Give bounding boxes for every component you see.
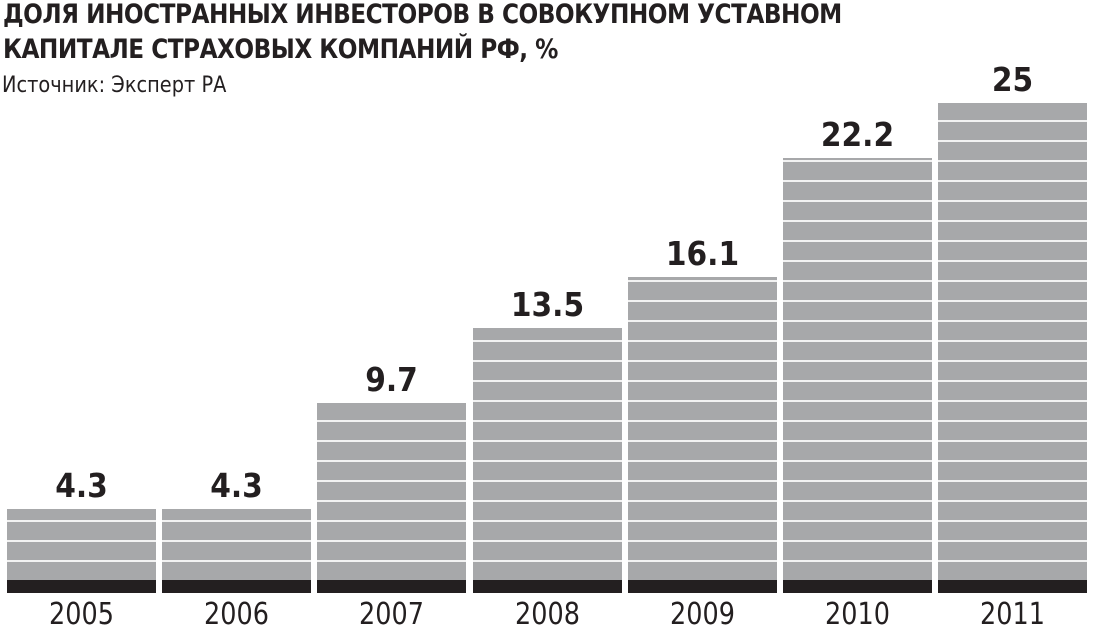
bar-group: 22.2 2010 — [783, 0, 932, 632]
bar — [7, 509, 156, 580]
bar-group: 16.1 2009 — [628, 0, 777, 632]
bar-base-band — [7, 580, 156, 593]
x-axis-tick-label: 2006 — [204, 597, 269, 632]
bar — [473, 328, 622, 580]
x-axis-tick-label: 2009 — [670, 597, 735, 632]
bar-base-band — [628, 580, 777, 593]
bar — [938, 103, 1087, 580]
bar-value-label: 9.7 — [365, 360, 418, 399]
bar — [783, 158, 932, 580]
bar — [317, 403, 466, 580]
chart-title-line-1: ДОЛЯ ИНОСТРАННЫХ ИНВЕСТОРОВ В СОВОКУПНОМ… — [3, 0, 842, 30]
bar-group: 13.5 2008 — [473, 0, 622, 632]
x-axis-tick-label: 2008 — [515, 597, 580, 632]
bar-value-label: 13.5 — [510, 285, 585, 324]
x-axis-tick-label: 2007 — [359, 597, 424, 632]
bar-base-band — [783, 580, 932, 593]
bar-value-label: 4.3 — [55, 466, 108, 505]
bar-base-band — [162, 580, 311, 593]
bar-group: 4.3 2006 — [162, 0, 311, 632]
bar-base-band — [473, 580, 622, 593]
bar — [162, 509, 311, 580]
bar-base-band — [317, 580, 466, 593]
bar-group: 25 2011 — [938, 0, 1087, 632]
bar-group: 4.3 2005 — [7, 0, 156, 632]
x-axis-tick-label: 2005 — [49, 597, 114, 632]
bar-group: 9.7 2007 — [317, 0, 466, 632]
chart-title: ДОЛЯ ИНОСТРАННЫХ ИНВЕСТОРОВ В СОВОКУПНОМ… — [3, 0, 842, 67]
x-axis-tick-label: 2011 — [980, 597, 1045, 632]
bar-value-label: 4.3 — [210, 466, 263, 505]
bar-value-label: 25 — [991, 60, 1034, 99]
bar-base-band — [938, 580, 1087, 593]
chart-title-line-2: КАПИТАЛЕ СТРАХОВЫХ КОМПАНИЙ РФ, % — [3, 34, 558, 65]
x-axis-tick-label: 2010 — [825, 597, 890, 632]
bar-value-label: 16.1 — [665, 234, 740, 273]
bar — [628, 277, 777, 580]
bar-value-label: 22.2 — [820, 115, 895, 154]
chart-source: Источник: Эксперт РА — [2, 73, 227, 98]
